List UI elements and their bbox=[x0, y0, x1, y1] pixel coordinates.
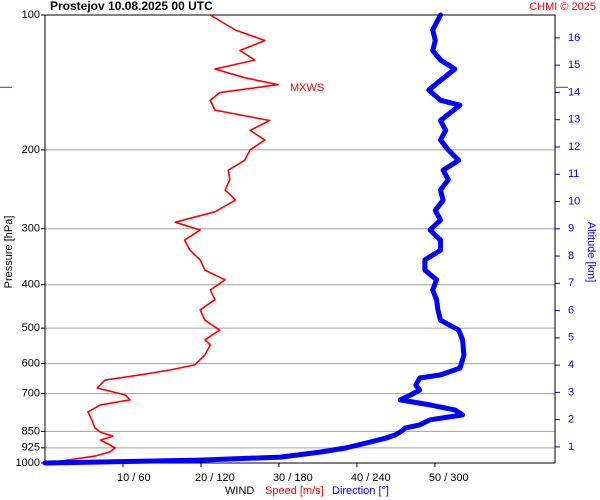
x-tick-label: 40 / 240 bbox=[351, 472, 391, 484]
y2-tick-label: 12 bbox=[568, 141, 580, 153]
y-tick-label: 925 bbox=[22, 442, 40, 454]
y2-tick-label: 11 bbox=[568, 168, 579, 180]
x-tick-label: 10 / 60 bbox=[117, 472, 151, 484]
y-tick-label: 600 bbox=[22, 358, 40, 370]
y2-tick-label: 8 bbox=[568, 250, 574, 262]
plot-frame bbox=[44, 14, 556, 464]
y2-tick-label: 15 bbox=[568, 59, 580, 71]
legend-entry: Speed [m/s] bbox=[265, 485, 324, 497]
y2-tick-label: 13 bbox=[568, 114, 580, 126]
y2-axis-label: Altitude [km] bbox=[585, 222, 597, 283]
y-tick-label: 700 bbox=[22, 388, 40, 400]
y2-tick-label: 4 bbox=[568, 359, 574, 371]
y-axis-label: Pressure [hPa] bbox=[3, 216, 15, 289]
y-tick-label: 400 bbox=[22, 279, 40, 291]
y-tick-label: 300 bbox=[22, 223, 40, 235]
x-tick-label: 30 / 180 bbox=[273, 472, 313, 484]
y2-tick-label: 3 bbox=[568, 386, 574, 398]
y2-tick-label: 7 bbox=[568, 277, 574, 289]
mxws-label: MXWS bbox=[290, 82, 324, 94]
y2-tick-label: 16 bbox=[568, 32, 580, 44]
y2-tick-label: 5 bbox=[568, 332, 574, 344]
profile-line bbox=[42, 12, 467, 466]
x-axis-label: WIND bbox=[225, 485, 254, 497]
y2-tick-label: 14 bbox=[568, 86, 580, 98]
y-tick-label: 1000 bbox=[16, 457, 40, 469]
y-tick-label: 850 bbox=[22, 425, 40, 437]
y-tick-label: 100 bbox=[22, 9, 40, 21]
y-tick-label: 500 bbox=[22, 322, 40, 334]
legend-entry: Direction [°] bbox=[332, 485, 389, 497]
x-tick-label: 20 / 120 bbox=[195, 472, 235, 484]
chart-title: Prostejov 10.08.2025 00 UTC bbox=[50, 0, 213, 13]
y-tick-label: 200 bbox=[22, 144, 40, 156]
y2-tick-label: 10 bbox=[568, 195, 580, 207]
x-tick-label: 50 / 300 bbox=[429, 472, 469, 484]
credit: CHMI © 2025 bbox=[529, 1, 596, 13]
profile-line bbox=[46, 14, 279, 464]
y2-tick-label: 6 bbox=[568, 304, 574, 316]
y2-tick-label: 2 bbox=[568, 414, 574, 426]
y2-tick-label: 9 bbox=[568, 223, 574, 235]
y2-tick-label: 1 bbox=[568, 441, 574, 453]
